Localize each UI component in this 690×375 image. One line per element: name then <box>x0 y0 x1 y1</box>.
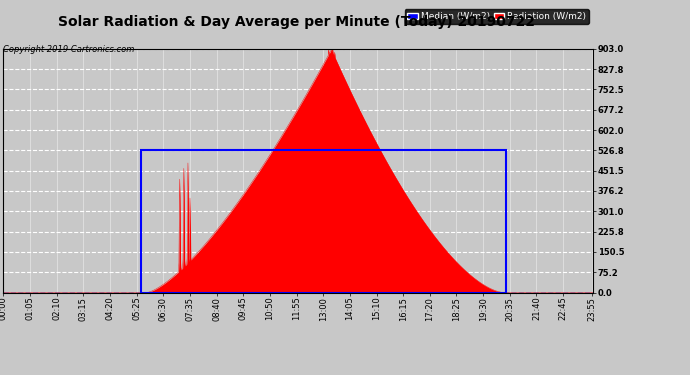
Bar <box>141 150 506 292</box>
Text: Copyright 2019 Cartronics.com: Copyright 2019 Cartronics.com <box>3 45 135 54</box>
Legend: Median (W/m2), Radiation (W/m2): Median (W/m2), Radiation (W/m2) <box>404 9 589 24</box>
Text: Solar Radiation & Day Average per Minute (Today) 20190722: Solar Radiation & Day Average per Minute… <box>58 15 535 29</box>
